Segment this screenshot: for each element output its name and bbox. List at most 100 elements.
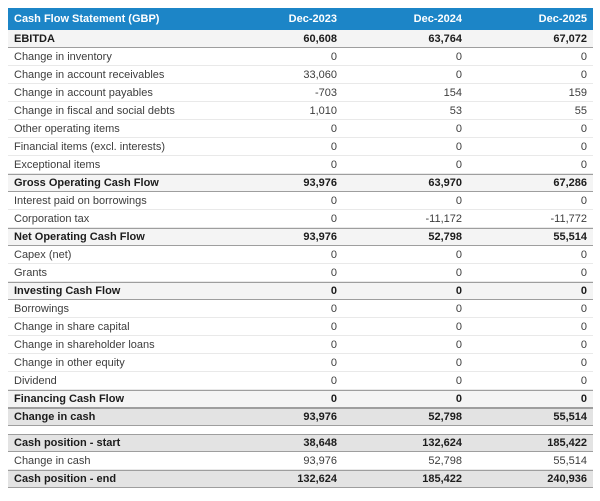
row-value: 93,976 [303,231,337,243]
row-label: Other operating items [14,122,120,135]
row-value: 0 [330,374,337,387]
row-label: Change in account receivables [14,68,165,81]
row-value: 63,970 [428,177,462,189]
row-value: 0 [330,248,337,261]
row-value: 0 [580,320,587,333]
row-value: 0 [330,140,337,153]
table-row: Change in shareholder loans 0 0 0 [8,336,593,354]
table-row: Change in fiscal and social debts 1,010 53… [8,102,593,120]
row-value: 0 [330,393,337,405]
row-value: 0 [455,393,462,405]
row-label: Borrowings [14,302,70,315]
row-label: Capex (net) [14,248,72,261]
table-row: Cash position - start 38,648 132,624 185,42… [8,434,593,452]
row-label: Financing Cash Flow [14,393,125,405]
row-value: 1,010 [309,104,337,117]
row-value: 0 [580,374,587,387]
row-label: Cash position - start [14,437,121,449]
row-value: 0 [580,266,587,279]
cash-flow-statement-table: Cash Flow Statement (GBP) Dec-2023 Dec-2… [8,8,593,488]
row-value: 52,798 [428,231,462,243]
table-header-row: Cash Flow Statement (GBP) Dec-2023 Dec-2… [8,8,593,30]
row-label: Financial items (excl. interests) [14,140,165,153]
row-value: -703 [314,86,337,99]
table-row: Gross Operating Cash Flow 93,976 63,970 67,… [8,174,593,192]
row-value: 0 [330,158,337,171]
row-value: 0 [455,122,462,135]
table-row: Capex (net) 0 0 0 [8,246,593,264]
row-value: 0 [330,266,337,279]
row-value: 0 [455,374,462,387]
table-row: Dividend 0 0 0 [8,372,593,390]
row-label: Change in other equity [14,356,125,369]
row-value: 0 [455,302,462,315]
row-value: 0 [455,50,462,63]
table-title: Cash Flow Statement (GBP) [14,13,160,25]
row-value: 132,624 [422,437,462,449]
row-value: 60,608 [303,32,337,45]
row-value: 0 [580,393,587,405]
row-value: 0 [580,285,587,297]
row-value: 53 [449,104,462,117]
row-value: 63,764 [428,32,462,45]
row-label: Interest paid on borrowings [14,194,147,207]
table-row: Change in share capital 0 0 0 [8,318,593,336]
row-value: 0 [455,140,462,153]
row-value: 0 [580,248,587,261]
row-value: 33,060 [303,68,337,81]
row-value: 185,422 [547,437,587,449]
row-value: 0 [455,266,462,279]
table-row: Grants 0 0 0 [8,264,593,282]
row-value: 0 [455,338,462,351]
row-value: 0 [330,194,337,207]
table-row: Change in other equity 0 0 0 [8,354,593,372]
row-value: 0 [455,248,462,261]
row-value: 0 [455,158,462,171]
row-value: 0 [580,356,587,369]
row-label: Change in fiscal and social debts [14,104,175,117]
table-row: Change in inventory 0 0 0 [8,48,593,66]
table-row: Interest paid on borrowings 0 0 0 [8,192,593,210]
row-value: 0 [455,285,462,297]
row-label: Change in share capital [14,320,130,333]
row-value: 240,936 [547,473,587,485]
row-value: 185,422 [422,473,462,485]
row-label: Gross Operating Cash Flow [14,177,159,189]
row-value: 93,976 [303,411,337,423]
row-value: 55 [574,104,587,117]
section-gap [8,426,593,434]
row-value: -11,772 [550,212,588,225]
row-value: 0 [330,212,337,225]
row-value: 55,514 [553,411,587,423]
row-value: 0 [580,122,587,135]
row-label: Change in shareholder loans [14,338,155,351]
row-label: Change in cash [14,411,96,423]
table-row: EBITDA 60,608 63,764 67,072 [8,30,593,48]
row-label: Grants [14,266,48,279]
row-value: 93,976 [303,177,337,189]
row-value: 67,072 [553,32,587,45]
table-row: Borrowings 0 0 0 [8,300,593,318]
row-value: 0 [580,302,587,315]
row-label: Net Operating Cash Flow [14,231,145,243]
row-value: 52,798 [428,454,462,467]
row-value: 0 [330,285,337,297]
table-row: Cash position - end 132,624 185,422 240,936 [8,470,593,488]
row-value: 52,798 [428,411,462,423]
column-header-dec-2025: Dec-2025 [538,13,587,25]
row-value: 154 [443,86,462,99]
row-value: 38,648 [303,437,337,449]
table-row: Financing Cash Flow 0 0 0 [8,390,593,408]
table-row: Investing Cash Flow 0 0 0 [8,282,593,300]
row-value: 0 [330,338,337,351]
column-header-dec-2023: Dec-2023 [288,13,337,25]
row-value: 132,624 [297,473,337,485]
row-value: 67,286 [553,177,587,189]
row-value: 0 [580,68,587,81]
row-value: 55,514 [553,454,587,467]
row-value: 0 [455,320,462,333]
row-value: 0 [455,194,462,207]
row-value: 0 [580,338,587,351]
table-row: Corporation tax 0 -11,172 -11,772 [8,210,593,228]
row-value: 0 [455,356,462,369]
